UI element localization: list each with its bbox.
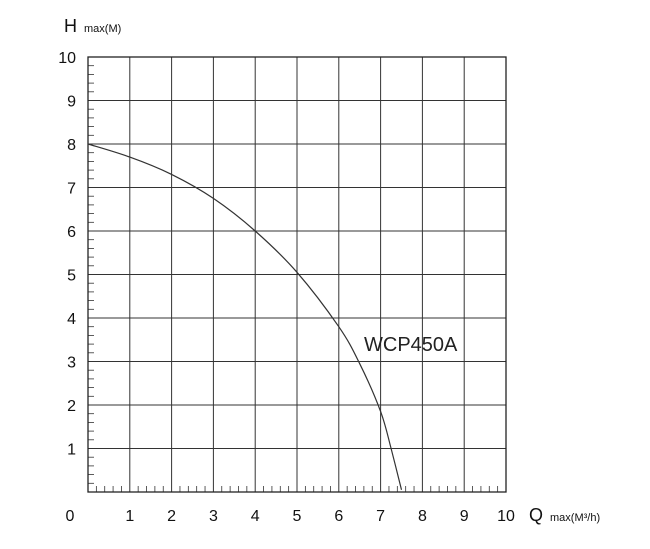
x-tick-label-5: 5 [293, 508, 302, 525]
x-tick-label-0: 0 [66, 508, 75, 525]
y-tick-label-5: 5 [67, 268, 76, 285]
series-label-wcp450a: WCP450A [364, 334, 458, 356]
x-tick-label-3: 3 [209, 508, 218, 525]
x-tick-label-1: 1 [125, 508, 134, 525]
x-tick-label-8: 8 [418, 508, 427, 525]
x-tick-label-4: 4 [251, 508, 260, 525]
x-tick-label-10: 10 [497, 508, 515, 525]
plot-frame [87, 56, 507, 493]
grid-lines [88, 57, 506, 492]
x-tick-label-7: 7 [376, 508, 385, 525]
y-tick-label-6: 6 [67, 224, 76, 241]
y-tick-label-9: 9 [67, 94, 76, 111]
y-tick-label-3: 3 [67, 355, 76, 372]
y-tick-labels: 1 2 3 4 5 6 7 8 9 10 [58, 50, 76, 459]
y-axis-unit-label: max(M) [84, 23, 121, 35]
y-axis-symbol: H [64, 16, 77, 36]
series-line-0 [87, 143, 403, 490]
y-tick-label-1: 1 [67, 442, 76, 459]
x-axis-unit-label: max(M³/h) [550, 512, 600, 524]
series-curves [87, 143, 403, 490]
x-tick-label-2: 2 [167, 508, 176, 525]
x-axis-symbol: Q [529, 505, 543, 525]
y-tick-label-4: 4 [67, 311, 76, 328]
x-tick-label-6: 6 [334, 508, 343, 525]
y-tick-label-10: 10 [58, 50, 76, 67]
y-tick-label-7: 7 [67, 181, 76, 198]
y-tick-label-2: 2 [67, 398, 76, 415]
y-tick-label-8: 8 [67, 137, 76, 154]
minor-ticks [88, 65, 499, 492]
x-tick-label-9: 9 [460, 508, 469, 525]
x-tick-labels: 0 1 2 3 4 5 6 7 8 9 10 [66, 508, 515, 525]
